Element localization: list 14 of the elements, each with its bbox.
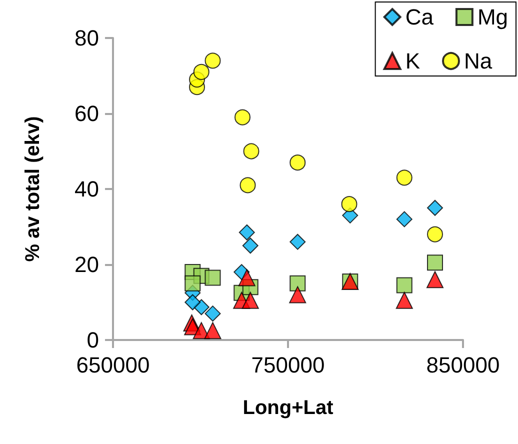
x-tick-label: 650000 [76, 352, 150, 378]
y-tick-label: 20 [74, 252, 99, 277]
legend-label: K [405, 48, 420, 74]
y-tick-label: 0 [86, 328, 99, 352]
legend-label: Mg [477, 4, 508, 30]
legend-label: Na [464, 48, 493, 74]
y-tick-label: 40 [74, 176, 99, 202]
x-axis-title: Long+Lat [242, 397, 334, 419]
y-tick-label: 80 [74, 26, 99, 50]
y-tick-label: 60 [74, 101, 99, 126]
y-axis-title: % av total (ekv) [22, 116, 44, 262]
x-tick-label: 850000 [426, 352, 500, 378]
x-tick-label: 750000 [251, 352, 325, 378]
legend-label: Ca [405, 4, 434, 30]
